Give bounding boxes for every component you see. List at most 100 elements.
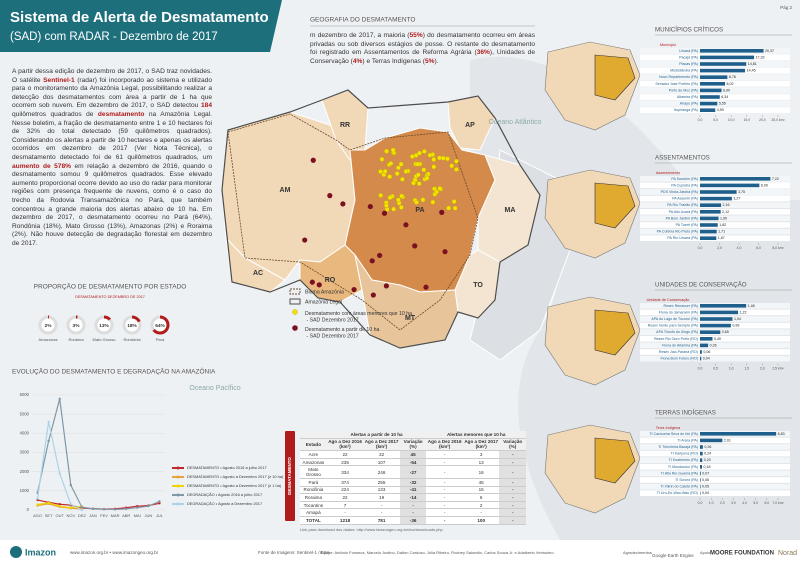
table-cell: - xyxy=(426,486,463,495)
bar-label: Uruará (PA) xyxy=(679,49,698,53)
table-cell: Acre xyxy=(300,450,327,459)
table-group-header: Alertas a partir de 10 ha xyxy=(326,431,427,439)
section-title: GEOGRAFIA DO DESMATAMENTO xyxy=(310,17,415,24)
row-band xyxy=(640,336,790,342)
table-cell: - xyxy=(499,458,526,467)
bar-value: 17,33 xyxy=(756,55,765,59)
donut-value: 2% xyxy=(45,323,53,329)
x-tick-label: ABR xyxy=(122,513,130,518)
series-point xyxy=(91,507,95,511)
legend-label: DEGRADAÇÃO • Agosto a Dezembro 2017 xyxy=(187,501,262,506)
table-cell: - xyxy=(499,515,526,525)
table-cell: - xyxy=(499,486,526,495)
deforestation-alerts xyxy=(302,147,459,298)
y-tick-label: 0 xyxy=(27,507,30,512)
donut-arc xyxy=(38,315,58,335)
bar xyxy=(700,62,747,66)
alert-small xyxy=(437,186,443,191)
table-cell: - xyxy=(426,508,463,517)
alert-small xyxy=(395,197,401,203)
donut-value: 18% xyxy=(127,323,137,329)
bar xyxy=(700,304,747,308)
x-tick-label: JUL xyxy=(156,513,164,518)
x-tick-label: 0,0 xyxy=(698,246,703,250)
alert-small xyxy=(416,181,422,187)
bar-label: PA Rio Trairão (PA) xyxy=(667,203,698,207)
bar-label: Senador José Porfírio (PA) xyxy=(655,82,698,86)
donut-label: Mato Grosso xyxy=(93,337,117,342)
bar-label: TI Karipuna (RO) xyxy=(671,452,698,456)
legend-label: DEGRADAÇÃO • Agosto 2016 a julho 2017 xyxy=(187,492,262,497)
series-point xyxy=(69,483,72,487)
alert-small xyxy=(440,155,446,161)
table-cell: - xyxy=(363,508,400,517)
donut-arc xyxy=(122,315,142,335)
y-tick-label: 4000 xyxy=(20,430,30,435)
panel-title: ASSENTAMENTOS xyxy=(655,155,710,162)
table-cell: 19 xyxy=(363,493,400,502)
alert-small xyxy=(415,161,421,167)
donut-subtitle: DESMATAMENTO DEZEMBRO DE 2017 xyxy=(75,295,145,299)
ocean-label: Oceano Atlântico xyxy=(489,119,542,126)
alert-large xyxy=(309,279,315,285)
bar-label: Altamira (PA) xyxy=(677,95,698,99)
table-cell: -32 xyxy=(399,478,427,487)
row-band xyxy=(640,349,790,355)
chart-title: EVOLUÇÃO DO DESMATAMENTO E DEGRADAÇÃO NA… xyxy=(12,367,216,376)
table-row: Roraima 22 19 -14-6- xyxy=(300,493,526,502)
x-tick-label: 2,5 km² xyxy=(772,366,784,370)
donut-arc xyxy=(66,315,86,335)
bar-label: PA Colônia Rio Preto (PA) xyxy=(657,230,698,234)
bar xyxy=(700,317,733,321)
bar xyxy=(700,458,703,462)
x-tick-label: 2,0 xyxy=(760,366,765,370)
bar-value: 1,71 xyxy=(718,230,725,234)
alert-small xyxy=(403,169,409,174)
bar-label: PDS Virola-Jatobá (PA) xyxy=(661,190,698,194)
highlight: 36% xyxy=(476,49,490,57)
bar-value: 0,05 xyxy=(702,485,709,489)
table-cell: - xyxy=(426,515,463,525)
table-cell: -36 xyxy=(399,515,427,525)
alert-small xyxy=(382,168,388,174)
row-band xyxy=(640,477,790,483)
footer-norad: Norad xyxy=(778,550,797,557)
table-cell: - xyxy=(499,450,526,459)
table-cell: 1218 xyxy=(326,515,364,525)
row-band xyxy=(640,444,790,450)
series-point xyxy=(58,504,61,508)
highlight: 5% xyxy=(424,57,435,65)
bar-label: Resex Verde para Sempre (PA) xyxy=(648,324,698,328)
table-header: Ago a Dez 2017 (km²) xyxy=(363,438,400,452)
donut-arc xyxy=(150,315,170,335)
table-cell: -27 xyxy=(399,465,427,479)
alert-small xyxy=(451,199,457,205)
bar-value: 0,04 xyxy=(703,357,710,361)
donut-label: Pará xyxy=(156,337,165,342)
table-cell: 224 xyxy=(326,486,364,495)
bar-label: PA Assurini (PA) xyxy=(672,197,698,201)
alert-small xyxy=(379,156,385,162)
alert-large xyxy=(351,286,357,293)
bar-label: PA Cupiúba (PA) xyxy=(671,183,698,187)
x-tick-label: 8,0 km² xyxy=(772,246,784,250)
x-tick-label: NOV xyxy=(66,513,75,518)
legend-label: DESMATAMENTO • Agosto 2016 a julho 2017 xyxy=(187,465,267,470)
footer-support: Apoio xyxy=(700,550,711,555)
table-cell: - xyxy=(426,478,463,487)
bar xyxy=(700,432,777,436)
x-tick-label: MAI xyxy=(134,513,141,518)
alert-small xyxy=(431,157,437,162)
donut-label: Rondônia xyxy=(123,337,141,342)
logo: Imazon xyxy=(25,547,56,557)
x-tick-label: 0,0 xyxy=(698,366,703,370)
alert-large xyxy=(327,193,333,199)
table-header: Estado xyxy=(300,438,327,452)
bar-value: 6,34 xyxy=(721,95,728,99)
alert-small xyxy=(421,167,427,173)
legend-swatch xyxy=(292,325,298,331)
series-line xyxy=(36,398,160,511)
alert-large xyxy=(302,237,308,243)
table-cell: - xyxy=(426,493,463,502)
